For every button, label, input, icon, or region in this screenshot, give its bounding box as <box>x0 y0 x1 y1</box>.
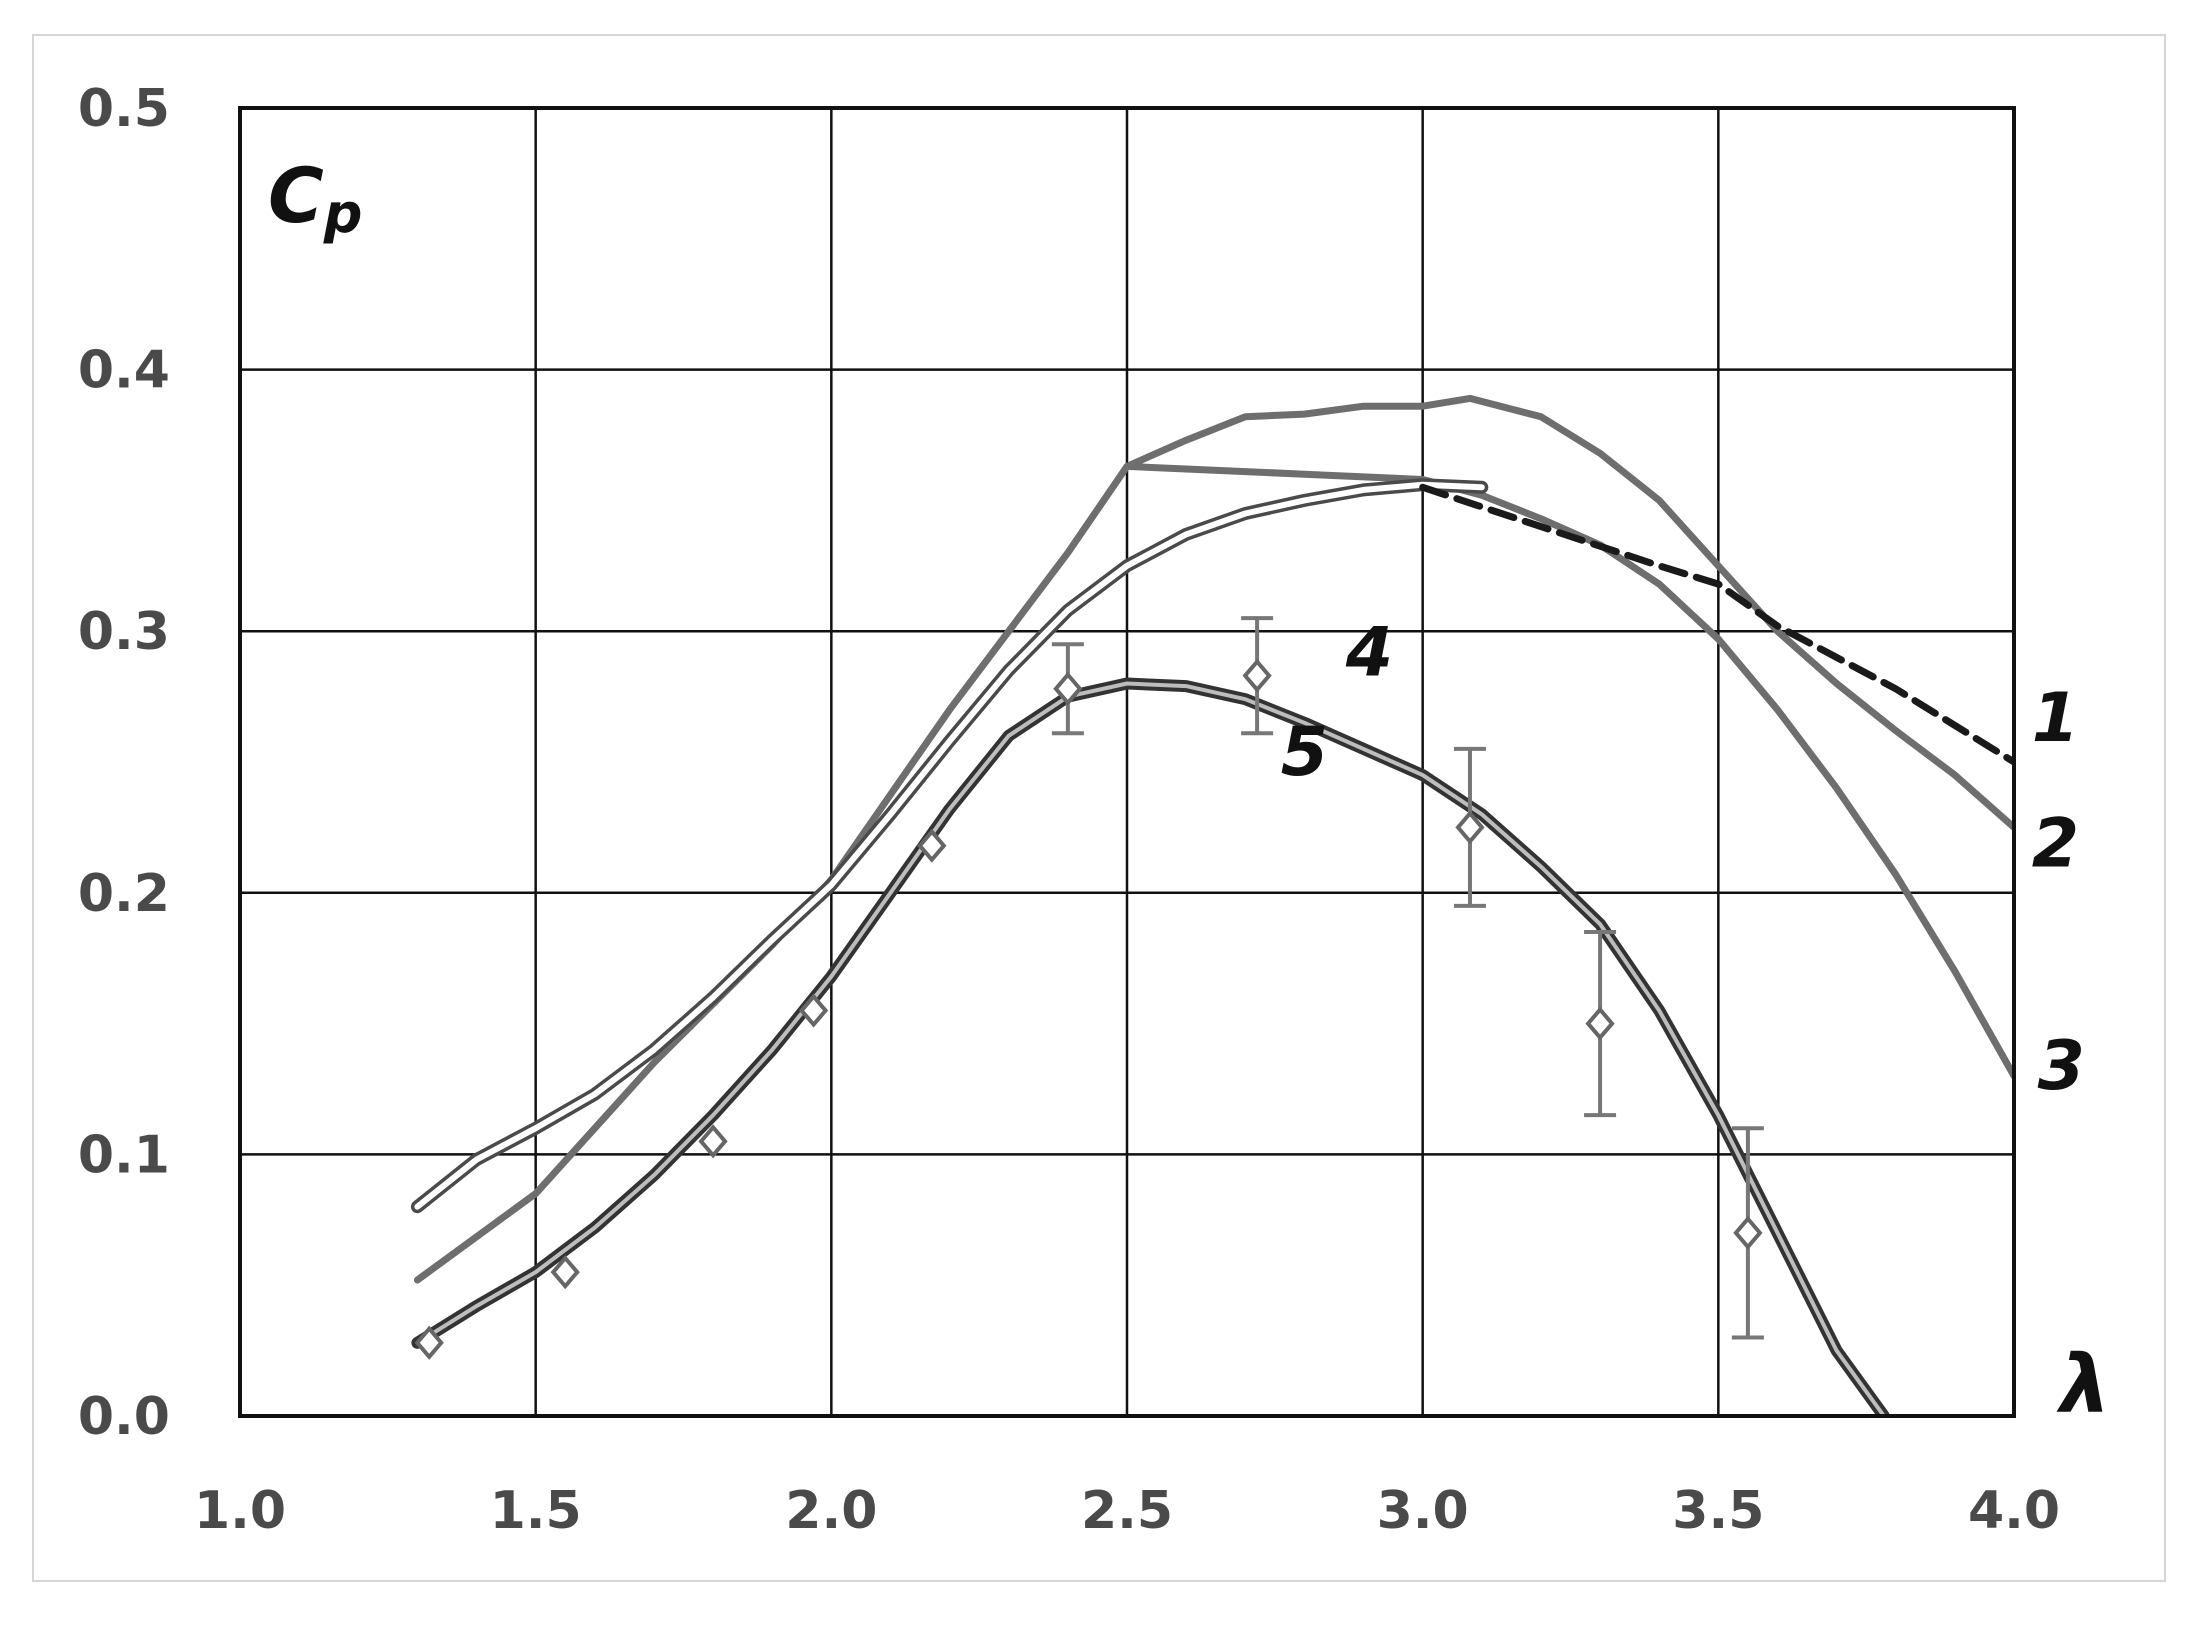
data-point <box>1241 616 1274 736</box>
diamond-marker <box>1053 671 1083 706</box>
y-tick-label: 0.4 <box>78 341 170 401</box>
plot-border <box>238 106 2016 1418</box>
grid <box>240 108 2014 1416</box>
diamond-marker <box>1242 658 1272 693</box>
x-tick-label: 1.0 <box>194 1481 286 1541</box>
data-point <box>1453 746 1486 908</box>
curve-labels: 1 2 3 45 <box>1281 614 2085 1106</box>
y-tick-label: 0.0 <box>78 1387 170 1447</box>
diamond-marker <box>1455 810 1485 845</box>
diamond-marker <box>698 1124 728 1159</box>
diamond-marker <box>1733 1215 1763 1250</box>
y-tick-label: 0.2 <box>78 864 170 924</box>
y-axis-title-main: C <box>268 151 324 240</box>
diamond-marker <box>414 1325 444 1360</box>
tick-labels: 1.0 1.5 2.0 2.5 3.0 3.5 4.0 0.0 0.1 0.2 0.3 0.4 0.5 <box>78 79 2060 1541</box>
series-experiment <box>414 616 1764 1360</box>
series-5 <box>411 677 1890 1416</box>
series-4 <box>410 478 1489 1214</box>
series-1 <box>1419 483 2014 766</box>
x-tick-label: 4.0 <box>1968 1481 2060 1541</box>
y-tick-label: 0.3 <box>78 602 170 662</box>
diamond-marker <box>550 1255 580 1290</box>
series-3 <box>1123 462 2014 1080</box>
series-line <box>1419 483 2014 766</box>
data-point <box>1584 930 1617 1118</box>
data-point <box>917 828 947 863</box>
diamond-marker <box>917 828 947 863</box>
data-point <box>414 1325 444 1360</box>
x-tick-label: 1.5 <box>490 1481 582 1541</box>
x-axis-title: λ <box>2056 1338 2111 1431</box>
curve-label-3: 3 <box>2038 1027 2085 1106</box>
x-tick-label: 3.0 <box>1377 1481 1469 1541</box>
y-axis-title: Cp <box>268 151 362 245</box>
curve-label-4: 4 <box>1345 614 1393 693</box>
curve-label-2: 2 <box>2032 805 2079 884</box>
x-tick-label: 3.5 <box>1672 1481 1764 1541</box>
y-tick-label: 0.1 <box>78 1125 170 1185</box>
data-point <box>1731 1126 1764 1340</box>
data-point <box>1051 642 1084 736</box>
series-line-inner <box>414 481 1485 1210</box>
x-tick-label: 2.0 <box>785 1481 877 1541</box>
diamond-marker <box>798 993 829 1028</box>
series-line <box>1123 462 2014 1080</box>
series-layer <box>410 394 2014 1416</box>
data-point <box>698 1124 728 1159</box>
y-tick-label: 0.5 <box>78 79 170 139</box>
diamond-marker <box>1585 1006 1615 1041</box>
y-axis-title-sub: p <box>323 182 363 245</box>
x-tick-label: 2.5 <box>1081 1481 1173 1541</box>
curve-label-5: 5 <box>1281 713 1328 792</box>
series-line-inner <box>415 681 1886 1416</box>
data-point <box>798 993 829 1028</box>
curve-label-1: 1 <box>2032 679 2079 758</box>
data-point <box>550 1255 580 1290</box>
